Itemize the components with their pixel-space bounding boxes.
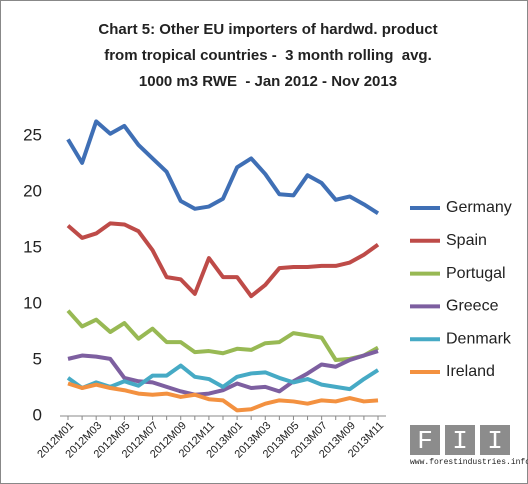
y-tick-label: 0 — [33, 405, 42, 424]
legend-label: Denmark — [446, 330, 512, 347]
legend-label: Portugal — [446, 265, 506, 282]
legend-label: Germany — [446, 199, 512, 216]
series-line — [66, 363, 380, 392]
chart-title: Chart 5: Other EU importers of hardwd. p… — [98, 21, 437, 38]
legend-label: Spain — [446, 232, 487, 249]
chart-title: from tropical countries - 3 month rollin… — [104, 47, 432, 64]
series-line — [66, 221, 380, 299]
logo-box — [480, 425, 510, 455]
chart-title: 1000 m3 RWE - Jan 2012 - Nov 2013 — [139, 73, 397, 90]
series-line — [66, 309, 379, 362]
y-tick-label: 20 — [23, 181, 42, 200]
series-line — [67, 349, 379, 397]
logo-box — [410, 425, 440, 455]
y-tick-label: 5 — [33, 349, 42, 368]
series-line — [67, 381, 379, 413]
logo-letter: I — [452, 426, 468, 456]
y-tick-label: 10 — [23, 293, 42, 312]
logo-box — [445, 425, 475, 455]
logo-letter: I — [487, 426, 503, 456]
logo-url: www.forestindustries.info — [410, 458, 528, 467]
logo-letter: F — [417, 426, 433, 456]
y-tick-label: 25 — [23, 125, 42, 144]
legend-label: Greece — [446, 298, 499, 315]
series-line — [66, 119, 380, 215]
legend-label: Ireland — [446, 363, 495, 380]
y-tick-label: 15 — [23, 237, 42, 256]
